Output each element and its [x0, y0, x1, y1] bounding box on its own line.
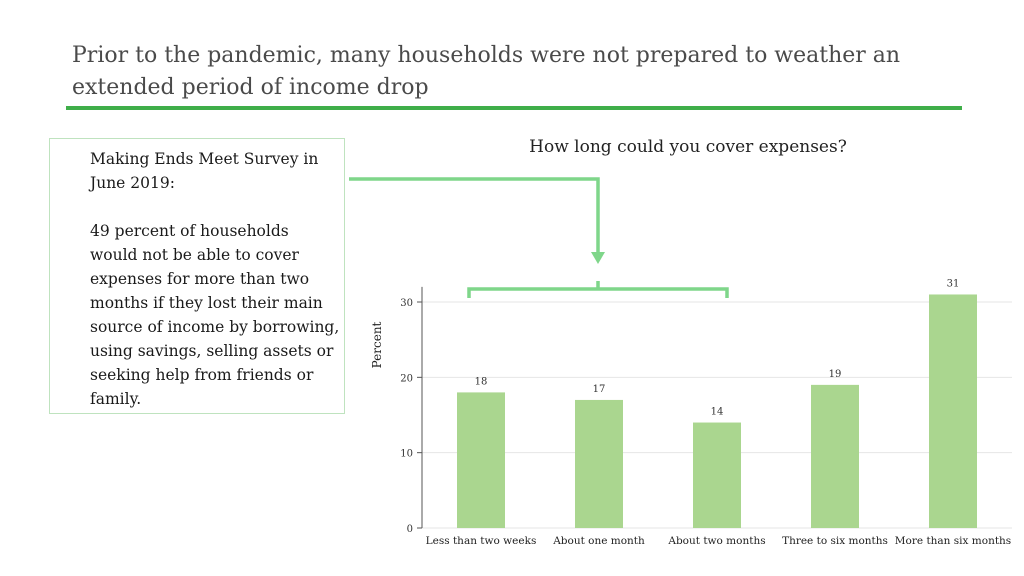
bar-value-label: 31 — [947, 278, 960, 289]
bar — [575, 399, 623, 528]
slide-title: Prior to the pandemic, many households w… — [72, 43, 901, 100]
chart-title: How long could you cover expenses? — [529, 137, 847, 157]
x-category-label: More than six months — [895, 535, 1011, 547]
x-category-label: Less than two weeks — [426, 535, 537, 547]
callout-bracket — [467, 281, 729, 298]
bars — [457, 294, 977, 528]
annotation-callout — [349, 177, 729, 298]
bar-value-label: 18 — [475, 376, 488, 387]
bar — [693, 422, 741, 528]
data-labels: 18 17 14 19 31 — [475, 278, 960, 417]
bar — [811, 384, 859, 528]
x-axis-categories: Less than two weeks About one month About … — [426, 535, 1012, 547]
y-tick-label: 30 — [400, 298, 413, 309]
bar-value-label: 19 — [829, 369, 842, 380]
x-category-label: Three to six months — [782, 535, 888, 547]
bar — [929, 294, 977, 528]
survey-note-body: 49 percent of households would not be ab… — [90, 222, 340, 408]
callout-arrowhead — [591, 252, 605, 264]
callout-connector-line — [349, 177, 600, 252]
y-axis-label: Percent — [370, 321, 384, 368]
title-divider — [66, 106, 962, 110]
y-tick-label: 10 — [400, 449, 413, 460]
x-category-label: About one month — [552, 535, 645, 547]
survey-note-box: Making Ends Meet Survey in June 2019: 49… — [49, 138, 345, 414]
bar-value-label: 14 — [711, 407, 724, 418]
bar — [457, 392, 505, 528]
survey-note-text: Making Ends Meet Survey in June 2019: 49… — [90, 147, 340, 435]
y-tick-label: 20 — [400, 373, 413, 384]
bar-value-label: 17 — [593, 384, 606, 395]
y-tick-label: 0 — [407, 524, 413, 535]
x-category-label: About two months — [667, 535, 765, 547]
survey-note-heading: Making Ends Meet Survey in June 2019: — [90, 150, 319, 192]
y-axis: 0 10 20 30 — [400, 286, 423, 535]
